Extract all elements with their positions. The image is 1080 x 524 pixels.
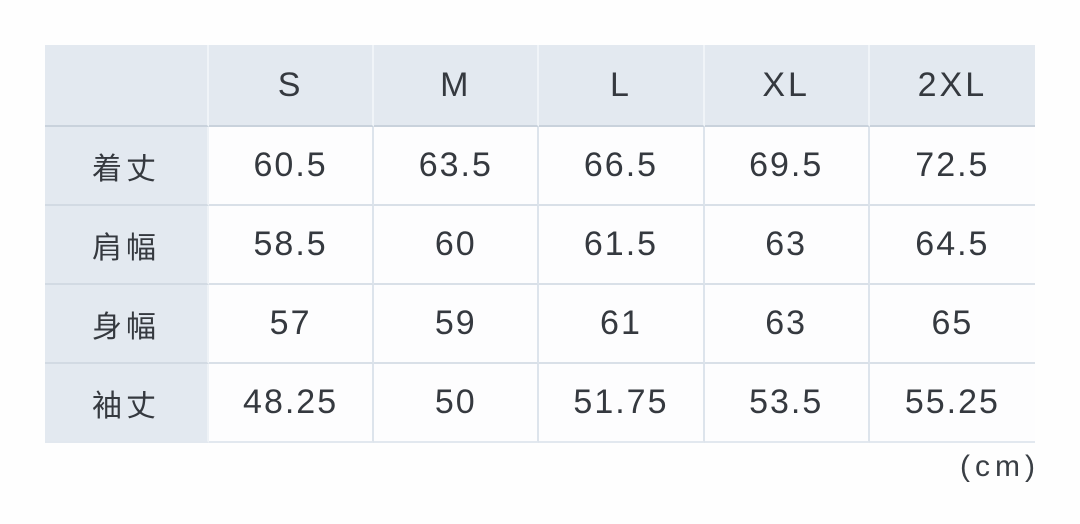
cell-body-length-s: 60.5 [209, 127, 375, 206]
column-header-s: S [209, 45, 375, 127]
column-header-xl: XL [704, 45, 870, 127]
cell-body-width-2xl: 65 [869, 285, 1035, 364]
table-row-body-width: 身幅 57 59 61 63 65 [45, 285, 1035, 364]
cell-body-width-m: 59 [374, 285, 540, 364]
cell-sleeve-length-m: 50 [374, 364, 540, 443]
cell-body-width-l: 61 [539, 285, 705, 364]
table-row-shoulder-width: 肩幅 58.5 60 61.5 63 64.5 [45, 206, 1035, 285]
cell-body-length-xl: 69.5 [704, 127, 870, 206]
table-row-sleeve-length: 袖丈 48.25 50 51.75 53.5 55.25 [45, 364, 1035, 443]
table-row-body-length: 着丈 60.5 63.5 66.5 69.5 72.5 [45, 127, 1035, 206]
header-row: S M L XL 2XL [45, 45, 1035, 127]
unit-note: (cm) [960, 450, 1040, 483]
column-header-m: M [374, 45, 540, 127]
cell-body-length-m: 63.5 [374, 127, 540, 206]
row-label-shoulder-width: 肩幅 [45, 206, 209, 285]
row-label-body-width: 身幅 [45, 285, 209, 364]
cell-body-width-xl: 63 [704, 285, 870, 364]
cell-sleeve-length-l: 51.75 [539, 364, 705, 443]
cell-sleeve-length-2xl: 55.25 [869, 364, 1035, 443]
cell-shoulder-width-2xl: 64.5 [869, 206, 1035, 285]
cell-shoulder-width-l: 61.5 [539, 206, 705, 285]
cell-body-width-s: 57 [209, 285, 375, 364]
cell-shoulder-width-m: 60 [374, 206, 540, 285]
cell-sleeve-length-s: 48.25 [209, 364, 375, 443]
cell-body-length-2xl: 72.5 [869, 127, 1035, 206]
row-label-body-length: 着丈 [45, 127, 209, 206]
column-header-l: L [539, 45, 705, 127]
corner-cell [45, 45, 209, 127]
size-chart-table: S M L XL 2XL 着丈 60.5 63.5 66.5 69.5 72.5… [45, 45, 1035, 443]
cell-sleeve-length-xl: 53.5 [704, 364, 870, 443]
column-header-2xl: 2XL [869, 45, 1035, 127]
cell-shoulder-width-xl: 63 [704, 206, 870, 285]
row-label-sleeve-length: 袖丈 [45, 364, 209, 443]
cell-body-length-l: 66.5 [539, 127, 705, 206]
cell-shoulder-width-s: 58.5 [209, 206, 375, 285]
